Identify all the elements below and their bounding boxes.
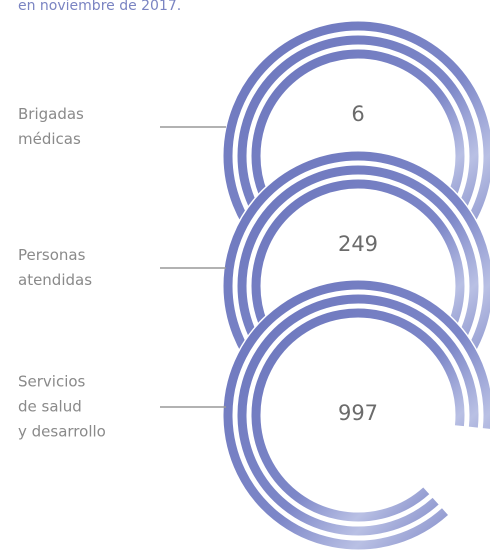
- value: 997: [338, 401, 378, 425]
- label-line: y desarrollo: [18, 423, 106, 441]
- value: 6: [351, 102, 364, 126]
- label-line: Servicios: [18, 373, 86, 391]
- ring-backdrop: [222, 279, 490, 550]
- label-line: Brigadas: [18, 105, 84, 123]
- ring: [223, 280, 490, 550]
- ring: [251, 308, 465, 522]
- label-line: de salud: [18, 398, 82, 416]
- label-line: médicas: [18, 130, 81, 148]
- label-line: atendidas: [18, 271, 92, 289]
- label-line: Personas: [18, 246, 86, 264]
- value: 249: [338, 232, 378, 256]
- ring: [237, 294, 479, 536]
- intro-text: en noviembre de 2017.: [18, 0, 181, 14]
